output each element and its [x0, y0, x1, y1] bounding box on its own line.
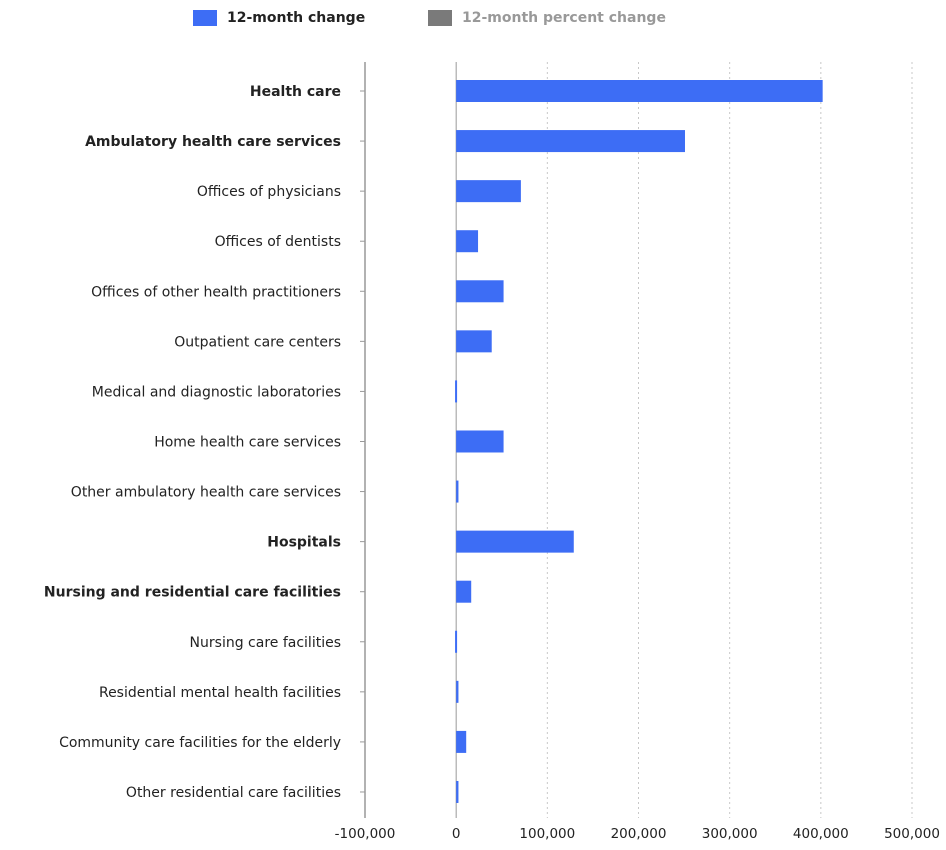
x-tick-label-100-000: -100,000 [335, 826, 396, 842]
category-label-ambulatory-health-care-services: Ambulatory health care services [85, 134, 341, 150]
bar-offices-of-physicians [456, 180, 521, 203]
legend-swatch-12-month-change [193, 10, 217, 26]
x-tick-label-400-000: 400,000 [793, 826, 849, 842]
bar-home-health-care-services [456, 430, 504, 453]
legend-swatch-12-month-percent-change [428, 10, 452, 26]
category-label-other-ambulatory-health-care-services: Other ambulatory health care services [71, 485, 341, 501]
category-label-home-health-care-services: Home health care services [154, 434, 341, 450]
bar-nursing-and-residential-care-facilities [456, 580, 472, 603]
category-label-nursing-care-facilities: Nursing care facilities [190, 635, 341, 651]
bar-residential-mental-health-facilities [456, 680, 459, 703]
x-tick-label-200-000: 200,000 [611, 826, 667, 842]
category-label-offices-of-physicians: Offices of physicians [197, 184, 341, 200]
category-label-other-residential-care-facilities: Other residential care facilities [126, 785, 341, 801]
x-tick-label-100-000: 100,000 [519, 826, 575, 842]
category-label-health-care: Health care [250, 84, 341, 100]
bar-community-care-facilities-for-the-elderly [456, 730, 467, 753]
bar-outpatient-care-centers [456, 330, 492, 353]
bar-nursing-care-facilities [455, 630, 458, 653]
legend-item-12-month-change[interactable]: 12-month change [193, 10, 365, 26]
bar-medical-and-diagnostic-laboratories [455, 380, 458, 403]
bar-ambulatory-health-care-services [456, 130, 685, 153]
bar-offices-of-dentists [456, 230, 479, 253]
bar-offices-of-other-health-practitioners [456, 280, 504, 303]
category-label-residential-mental-health-facilities: Residential mental health facilities [99, 685, 341, 701]
legend-label-12-month-change: 12-month change [227, 10, 366, 26]
category-label-nursing-and-residential-care-facilities: Nursing and residential care facilities [44, 585, 341, 601]
category-label-offices-of-other-health-practitioners: Offices of other health practitioners [91, 284, 341, 300]
bar-other-residential-care-facilities [456, 780, 459, 803]
x-tick-label-300-000: 300,000 [702, 826, 758, 842]
category-label-offices-of-dentists: Offices of dentists [215, 234, 341, 250]
chart-legend: 12-month change 12-month percent change [0, 6, 946, 36]
legend-item-12-month-percent-change[interactable]: 12-month percent change [428, 10, 666, 26]
bar-hospitals [456, 530, 574, 553]
x-tick-label-500-000: 500,000 [884, 826, 940, 842]
category-label-medical-and-diagnostic-laboratories: Medical and diagnostic laboratories [92, 384, 341, 400]
category-label-community-care-facilities-for-the-elderly: Community care facilities for the elderl… [59, 735, 341, 751]
bar-health-care [456, 80, 823, 102]
category-label-outpatient-care-centers: Outpatient care centers [174, 334, 341, 350]
bar-other-ambulatory-health-care-services [456, 480, 459, 503]
x-tick-label-0: 0 [452, 826, 461, 842]
category-label-hospitals: Hospitals [267, 535, 341, 551]
legend-label-12-month-percent-change: 12-month percent change [462, 10, 666, 26]
